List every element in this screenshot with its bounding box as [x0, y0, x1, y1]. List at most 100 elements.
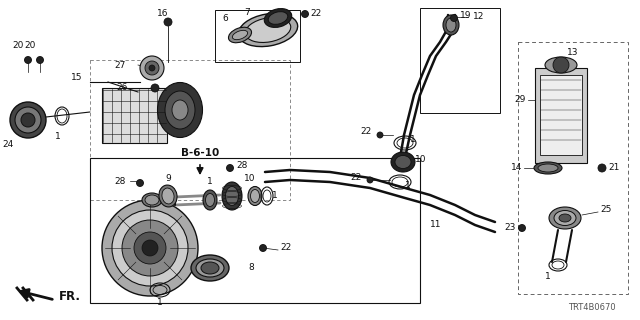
Text: 22: 22 — [310, 10, 321, 19]
Ellipse shape — [238, 13, 298, 47]
Ellipse shape — [549, 207, 581, 229]
Text: 1: 1 — [272, 191, 278, 201]
Text: 25: 25 — [600, 205, 611, 214]
Text: 6: 6 — [222, 14, 228, 23]
Ellipse shape — [391, 152, 415, 172]
Circle shape — [367, 177, 373, 183]
Circle shape — [136, 180, 143, 187]
Text: 1: 1 — [207, 177, 213, 186]
Bar — [518, 42, 628, 294]
Ellipse shape — [538, 164, 558, 172]
Ellipse shape — [172, 100, 188, 120]
Ellipse shape — [196, 259, 224, 277]
Ellipse shape — [443, 15, 459, 35]
Ellipse shape — [145, 195, 159, 205]
Ellipse shape — [159, 185, 177, 207]
Circle shape — [451, 14, 458, 21]
Ellipse shape — [142, 193, 162, 207]
Ellipse shape — [205, 194, 214, 206]
Circle shape — [164, 18, 172, 26]
Text: 19: 19 — [460, 11, 472, 20]
Circle shape — [145, 61, 159, 75]
Ellipse shape — [203, 190, 217, 210]
Ellipse shape — [268, 12, 288, 24]
Circle shape — [10, 102, 46, 138]
Circle shape — [122, 220, 178, 276]
Circle shape — [227, 164, 234, 172]
Ellipse shape — [264, 9, 292, 28]
Text: 22: 22 — [361, 127, 372, 137]
Ellipse shape — [248, 187, 262, 205]
Ellipse shape — [222, 182, 242, 210]
Text: 1: 1 — [405, 180, 411, 189]
Text: 1: 1 — [157, 298, 163, 307]
Bar — [215, 10, 300, 62]
Ellipse shape — [162, 188, 174, 204]
Text: 28: 28 — [236, 161, 248, 170]
Text: 9: 9 — [165, 174, 171, 183]
Text: 24: 24 — [3, 140, 13, 149]
Circle shape — [24, 57, 31, 63]
Ellipse shape — [245, 18, 291, 43]
Text: 8: 8 — [248, 263, 253, 273]
Text: FR.: FR. — [59, 290, 81, 302]
Text: 22: 22 — [351, 173, 362, 182]
Text: TRT4B0670: TRT4B0670 — [568, 303, 616, 312]
Circle shape — [36, 57, 44, 63]
Ellipse shape — [201, 262, 219, 274]
Ellipse shape — [191, 255, 229, 281]
Ellipse shape — [446, 18, 456, 32]
Circle shape — [151, 84, 159, 92]
Text: 26: 26 — [116, 84, 128, 92]
Circle shape — [518, 225, 525, 231]
Ellipse shape — [559, 214, 571, 222]
Circle shape — [15, 107, 41, 133]
Text: 20: 20 — [12, 41, 24, 50]
Ellipse shape — [545, 57, 577, 73]
Ellipse shape — [250, 189, 259, 203]
Text: 7: 7 — [244, 8, 250, 17]
Circle shape — [112, 210, 188, 286]
Bar — [102, 88, 167, 143]
Bar — [90, 158, 420, 303]
Ellipse shape — [534, 162, 562, 174]
Circle shape — [598, 164, 606, 172]
Text: 16: 16 — [157, 9, 169, 18]
Ellipse shape — [157, 83, 202, 138]
Text: 28: 28 — [115, 177, 126, 186]
Ellipse shape — [225, 187, 239, 205]
Text: 14: 14 — [511, 164, 522, 172]
Text: 12: 12 — [472, 12, 484, 21]
Text: 15: 15 — [70, 74, 82, 83]
Text: 13: 13 — [567, 48, 579, 57]
Text: 1: 1 — [55, 132, 61, 141]
Text: 21: 21 — [608, 164, 620, 172]
Bar — [535, 68, 587, 163]
Text: 23: 23 — [504, 223, 516, 233]
Circle shape — [134, 232, 166, 264]
Text: 1: 1 — [545, 272, 551, 281]
Text: 29: 29 — [515, 95, 526, 105]
Circle shape — [21, 113, 35, 127]
Circle shape — [140, 56, 164, 80]
Text: B-6-10: B-6-10 — [181, 148, 219, 158]
Bar — [420, 8, 500, 113]
Text: 20: 20 — [24, 41, 36, 50]
Circle shape — [102, 200, 198, 296]
Text: 11: 11 — [430, 220, 442, 229]
Text: 10: 10 — [244, 174, 256, 183]
Circle shape — [149, 65, 155, 71]
Text: 1: 1 — [410, 135, 416, 145]
Circle shape — [142, 240, 158, 256]
Circle shape — [553, 57, 569, 73]
Circle shape — [377, 132, 383, 138]
Circle shape — [259, 244, 266, 252]
Ellipse shape — [554, 211, 576, 226]
Bar — [540, 75, 582, 155]
Ellipse shape — [395, 156, 411, 169]
Ellipse shape — [232, 30, 248, 40]
Ellipse shape — [228, 27, 252, 43]
Ellipse shape — [165, 91, 195, 129]
Text: 10: 10 — [415, 156, 426, 164]
Text: 22: 22 — [280, 244, 291, 252]
